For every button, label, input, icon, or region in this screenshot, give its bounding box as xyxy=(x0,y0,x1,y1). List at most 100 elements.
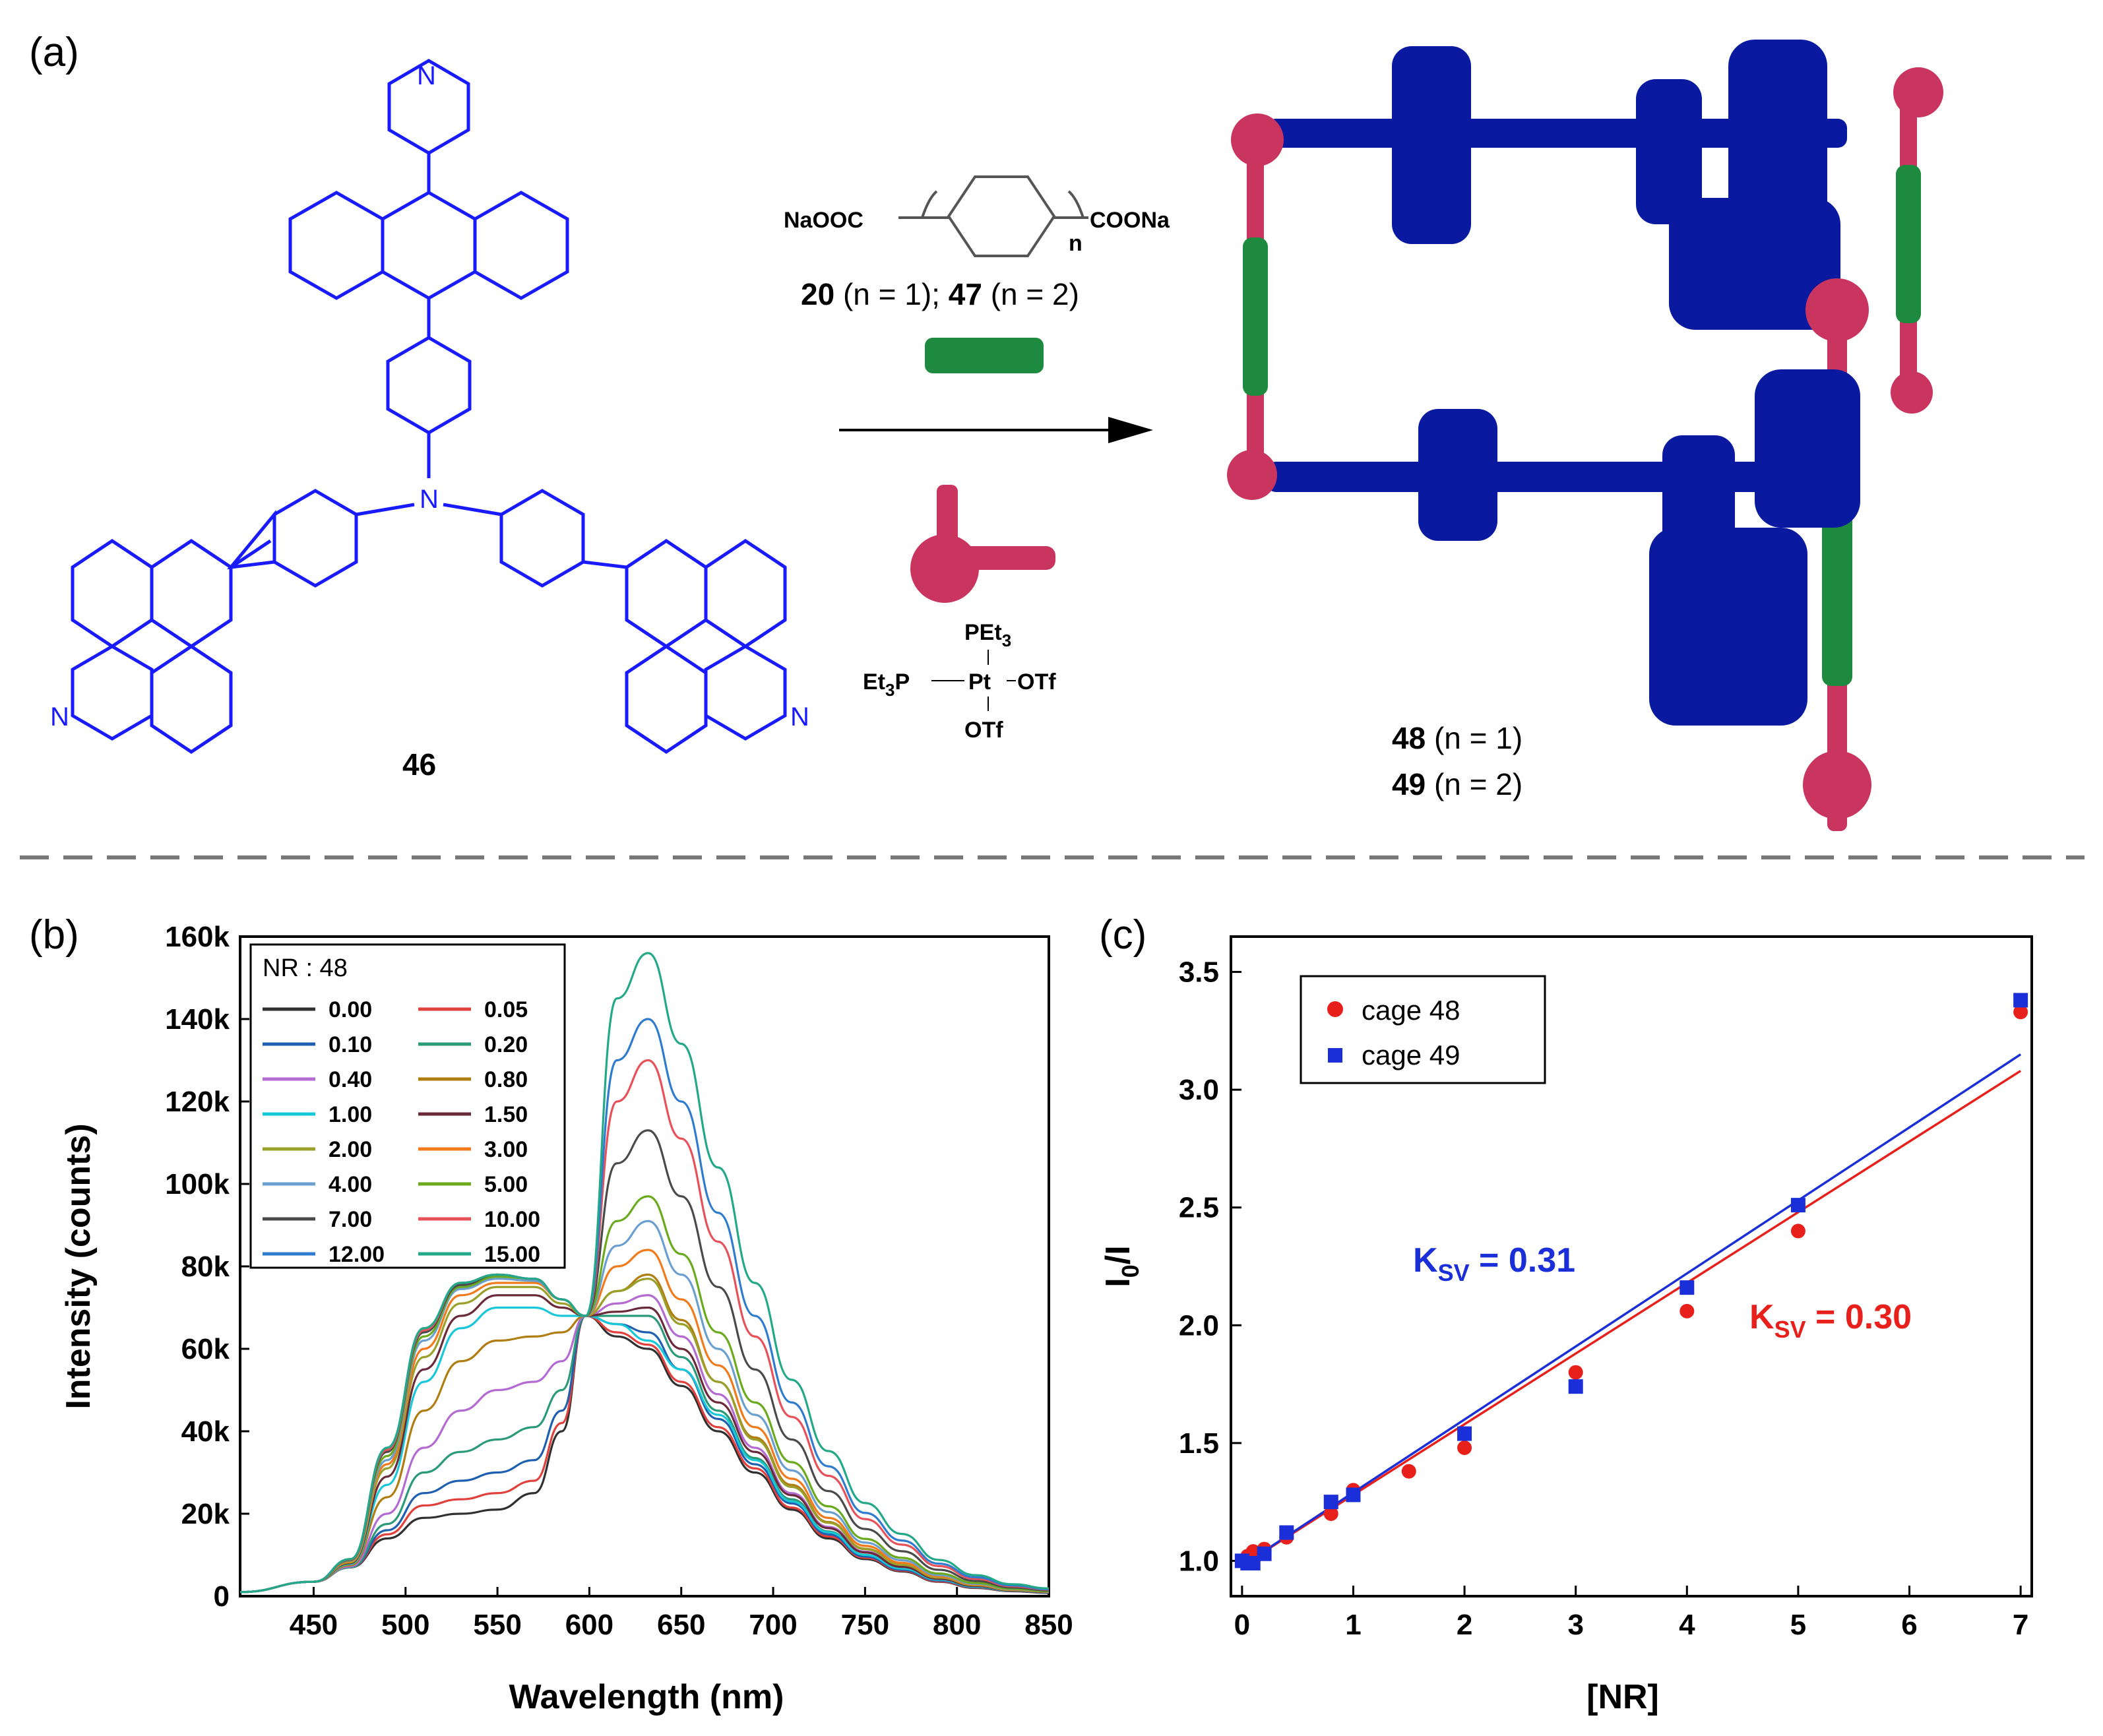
spectrum-line-3.00 xyxy=(239,1249,1050,1594)
spectra-legend-label: 1.00 xyxy=(329,1102,372,1127)
pt-ligand-left: Et3P xyxy=(863,669,910,700)
spectra-x-tick-label: 650 xyxy=(657,1609,705,1641)
spectra-y-tick-label: 20k xyxy=(181,1498,230,1530)
panel-label-b: (b) xyxy=(29,912,79,958)
benzene-ring-reagent xyxy=(947,175,1056,257)
sv-x-axis: 0 1 2 3 4 5 6 7 xyxy=(1234,1586,2028,1641)
sv-x-tick-label: 5 xyxy=(1790,1609,1806,1641)
sv-y-tick-label: 1.5 xyxy=(1179,1427,1219,1460)
sv-point-cage-49 xyxy=(1568,1379,1583,1394)
sv-point-cage-48 xyxy=(1457,1441,1472,1455)
spectra-legend-label: 5.00 xyxy=(484,1172,528,1197)
anthracene-right-top xyxy=(473,191,569,300)
spectrum-line-5.00 xyxy=(239,1195,1050,1594)
reagent-subscript-n: n xyxy=(1069,231,1083,256)
anthracene-left-top xyxy=(288,191,385,300)
sv-point-cage-48 xyxy=(2013,1005,2028,1020)
sv-x-tick-label: 7 xyxy=(2013,1609,2028,1641)
spectra-legend-label: 0.10 xyxy=(329,1032,372,1057)
spectra-legend-title: NR : 48 xyxy=(263,954,348,982)
anthracene-outer-right-a xyxy=(704,538,787,649)
spectra-x-axis-title: Wavelength (nm) xyxy=(509,1678,784,1716)
spectra-legend-label: 0.05 xyxy=(484,997,528,1022)
sv-plot-frame xyxy=(1230,935,2033,1597)
sv-x-axis-title: [NR] xyxy=(1586,1678,1659,1716)
sv-annotation-49: KSV = 0.31 xyxy=(1413,1241,1575,1286)
green-rod-icon xyxy=(925,338,1044,373)
spectra-x-tick-label: 750 xyxy=(841,1609,889,1641)
sv-point-cage-48 xyxy=(1401,1464,1416,1479)
sv-y-tick-label: 3.0 xyxy=(1179,1074,1219,1106)
pyridine-ring-right xyxy=(704,644,787,741)
ligand-46-structure xyxy=(71,59,787,755)
product-caption-48: 48 (n = 1) xyxy=(1392,721,1522,755)
pt-ligand-bottom: OTf xyxy=(964,718,1003,743)
spectra-x-tick-label: 550 xyxy=(473,1609,521,1641)
anthracene-center-left xyxy=(150,538,233,649)
spectra-legend-label: 2.00 xyxy=(329,1137,372,1162)
sv-fit-line-cage-49 xyxy=(1241,1053,2022,1567)
sv-point-cage-49 xyxy=(1346,1487,1361,1503)
anthracene-outer-left-a xyxy=(71,538,154,649)
spectra-x-tick-label: 850 xyxy=(1024,1609,1073,1641)
sv-point-cage-49 xyxy=(2013,993,2028,1008)
reagent-caption: 20 (n = 1); 47 (n = 2) xyxy=(801,277,1079,311)
dicarboxylate-reagent: NaOOC n COONa 20 (n = 1); 47 (n = 2) xyxy=(784,175,1170,373)
panel-label-c: (c) xyxy=(1099,912,1146,958)
spectra-x-tick-label: 450 xyxy=(290,1609,338,1641)
sv-legend-marker-49 xyxy=(1328,1048,1342,1063)
spectra-legend-label: 10.00 xyxy=(484,1207,540,1232)
spectra-y-tick-label: 160k xyxy=(165,921,230,953)
cage-green-rod-left xyxy=(1243,237,1268,396)
pt-corner-reagent: PEt3 Et3P Pt OTf OTf xyxy=(863,485,1056,743)
spectra-legend: NR : 48 0.00 0.05 0.10 0.20 0.40 0.80 1.00 1.50… xyxy=(249,943,566,1269)
sv-point-cage-49 xyxy=(1679,1280,1695,1295)
spectra-y-axis-title: Intensity (counts) xyxy=(59,1123,98,1409)
panel-a: (a) xyxy=(29,30,1943,831)
pt-ligand-top: PEt3 xyxy=(964,620,1011,650)
reaction-arrow xyxy=(839,417,1153,443)
sv-fit-lines xyxy=(1241,1053,2022,1567)
spectra-legend-label: 0.80 xyxy=(484,1067,528,1092)
spectra-legend-label: 15.00 xyxy=(484,1242,540,1267)
spectra-legend-label: 0.40 xyxy=(329,1067,372,1092)
atom-n-top: N xyxy=(417,61,436,90)
sv-point-cage-48 xyxy=(1790,1224,1805,1239)
sv-point-cage-49 xyxy=(1323,1495,1338,1510)
spectra-x-tick-label: 500 xyxy=(381,1609,429,1641)
phenyl-ring-right xyxy=(499,489,585,588)
pt-center: Pt xyxy=(968,669,991,695)
sv-legend-label-48: cage 48 xyxy=(1362,995,1460,1026)
sv-legend-frame xyxy=(1300,975,1546,1084)
sv-y-tick-label: 1.0 xyxy=(1179,1545,1219,1577)
reagent-formula-right: COONa xyxy=(1090,208,1170,233)
anthracene-center-top xyxy=(381,191,477,300)
product-caption-49: 49 (n = 2) xyxy=(1392,767,1522,801)
spectrum-line-4.00 xyxy=(239,1220,1050,1594)
spectra-legend-label: 0.20 xyxy=(484,1032,528,1057)
sv-legend-marker-48 xyxy=(1327,1001,1343,1017)
atom-n-left: N xyxy=(50,702,69,731)
sv-y-axis-title: I0/I xyxy=(1099,1245,1144,1287)
spectra-y-tick-label: 140k xyxy=(165,1003,230,1036)
spectra-y-tick-label: 60k xyxy=(181,1333,230,1365)
sv-point-cage-48 xyxy=(1323,1506,1338,1521)
sv-x-tick-label: 0 xyxy=(1234,1609,1250,1641)
spectrum-line-1.50 xyxy=(239,1294,1050,1594)
spectra-legend-label: 0.00 xyxy=(329,997,372,1022)
spectra-legend-label: 3.00 xyxy=(484,1137,528,1162)
sv-y-tick-label: 2.0 xyxy=(1179,1309,1219,1342)
anthracene-center-right xyxy=(625,538,708,649)
ligand-label: 46 xyxy=(402,747,436,782)
spectra-y-tick-label: 120k xyxy=(165,1086,230,1118)
sv-x-tick-label: 1 xyxy=(1345,1609,1361,1641)
sv-x-tick-label: 6 xyxy=(1901,1609,1917,1641)
panel-c: (c) 1.0 1.5 2.0 2.5 3.0 3.5 0 1 2 3 4 5 6 7 [NR] I0/… xyxy=(1099,912,2033,1716)
spectra-legend-label: 7.00 xyxy=(329,1207,372,1232)
spectra-legend-label: 4.00 xyxy=(329,1172,372,1197)
sv-x-tick-label: 3 xyxy=(1567,1609,1583,1641)
spectra-x-tick-label: 800 xyxy=(933,1609,981,1641)
sv-x-tick-label: 2 xyxy=(1457,1609,1472,1641)
sv-y-tick-label: 2.5 xyxy=(1179,1192,1219,1224)
sv-annotation-48: KSV = 0.30 xyxy=(1749,1298,1912,1343)
